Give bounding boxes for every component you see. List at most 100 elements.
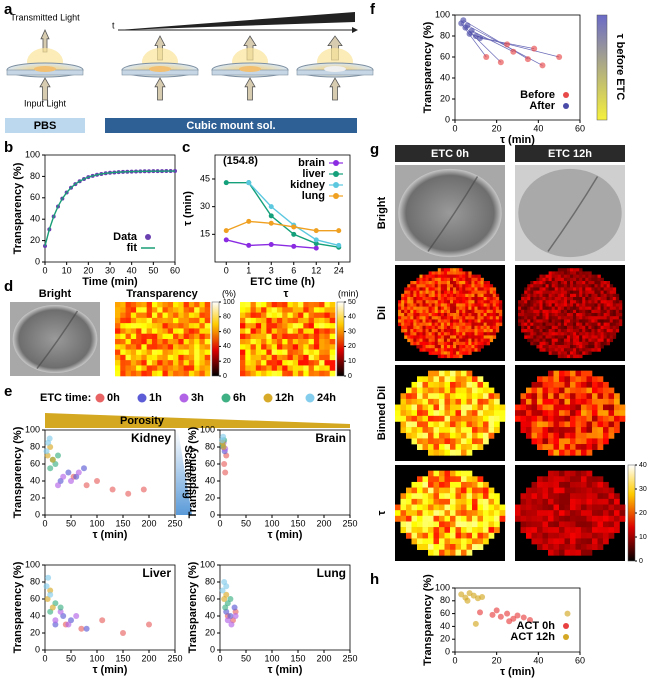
pixel	[606, 313, 611, 317]
pixel	[194, 354, 200, 361]
pixel	[167, 370, 174, 377]
pixel	[450, 481, 456, 488]
pixel	[329, 307, 336, 313]
pixel	[162, 333, 169, 340]
pixel	[576, 319, 580, 323]
pixel	[498, 319, 503, 323]
light-arrow	[244, 77, 256, 101]
pixel	[489, 316, 494, 320]
pixel	[450, 527, 456, 534]
pixel	[531, 493, 538, 500]
pixel	[453, 329, 457, 333]
pixel	[443, 271, 448, 275]
pixel	[618, 322, 623, 327]
pixel	[483, 284, 487, 288]
data-point	[81, 465, 87, 472]
pixel	[439, 427, 445, 434]
pixel	[489, 332, 494, 336]
pixel	[461, 527, 467, 534]
pixel	[308, 349, 315, 356]
pixel	[146, 344, 153, 350]
pixel	[566, 281, 571, 285]
pixel	[557, 290, 562, 295]
pixel	[411, 410, 418, 417]
pixel	[462, 332, 466, 336]
pixel	[472, 527, 478, 534]
pixel	[518, 309, 522, 314]
pixel	[526, 487, 532, 494]
pixel	[560, 284, 565, 288]
pixel	[465, 274, 469, 279]
pixel	[494, 410, 500, 417]
pixel	[588, 309, 592, 314]
pixel	[455, 370, 462, 377]
y-tick-label: 60	[205, 458, 215, 468]
pixel	[553, 432, 560, 439]
pixel	[586, 510, 593, 517]
pixel	[151, 344, 158, 350]
pixel	[495, 316, 500, 320]
pixel	[440, 281, 445, 285]
pixel	[400, 415, 407, 422]
pixel	[488, 398, 495, 405]
pixel	[576, 271, 580, 275]
pixel	[531, 415, 538, 422]
pixel	[416, 332, 420, 336]
pixel	[416, 309, 420, 314]
pixel	[437, 329, 442, 333]
x-tick-label: 10	[62, 265, 72, 275]
pixel	[425, 297, 429, 301]
colorbar-tick-label: 30	[639, 486, 647, 493]
pixel	[573, 293, 577, 298]
pixel	[183, 339, 190, 345]
pixel	[419, 338, 423, 343]
legend-label: ACT 12h	[510, 631, 555, 643]
pixel	[245, 302, 251, 308]
pixel	[606, 281, 611, 285]
pixel	[557, 319, 562, 323]
pixel	[433, 370, 440, 377]
colorbar-tick-label: 50	[348, 299, 356, 306]
pixel	[173, 317, 179, 324]
pixel	[579, 332, 583, 336]
pair-link	[463, 19, 529, 60]
pixel	[425, 287, 429, 291]
pixel	[566, 287, 571, 291]
colorbar	[596, 14, 608, 121]
data-point	[460, 17, 467, 24]
pixel	[446, 325, 451, 330]
pixel	[313, 360, 320, 366]
pixel	[553, 527, 560, 534]
pixel	[533, 300, 537, 304]
pixel	[276, 307, 283, 313]
pixel	[444, 370, 451, 377]
pixel	[188, 354, 195, 361]
pixel	[521, 309, 525, 314]
pixel	[450, 287, 454, 291]
pixel	[413, 297, 417, 301]
legend-marker	[563, 634, 569, 640]
pixel	[444, 476, 451, 483]
pixel	[542, 404, 549, 411]
pixel	[488, 504, 495, 511]
pixel	[597, 297, 601, 301]
pixel	[162, 354, 169, 361]
pixel	[545, 309, 549, 314]
pixel	[431, 348, 436, 352]
pixel	[298, 312, 304, 319]
image-title: τ	[284, 288, 289, 300]
pixel	[450, 316, 454, 320]
pixel	[298, 317, 304, 324]
pixel	[468, 313, 472, 317]
data-point	[504, 41, 511, 48]
pixel	[563, 268, 568, 272]
pixel	[431, 277, 436, 282]
plot-frame	[44, 429, 176, 516]
pixel	[459, 313, 463, 317]
pixel	[303, 370, 309, 377]
y-tick-label: 0	[35, 509, 40, 519]
pixel	[551, 293, 556, 298]
pixel	[492, 316, 497, 320]
pixel	[581, 532, 587, 539]
pixel	[434, 332, 439, 336]
